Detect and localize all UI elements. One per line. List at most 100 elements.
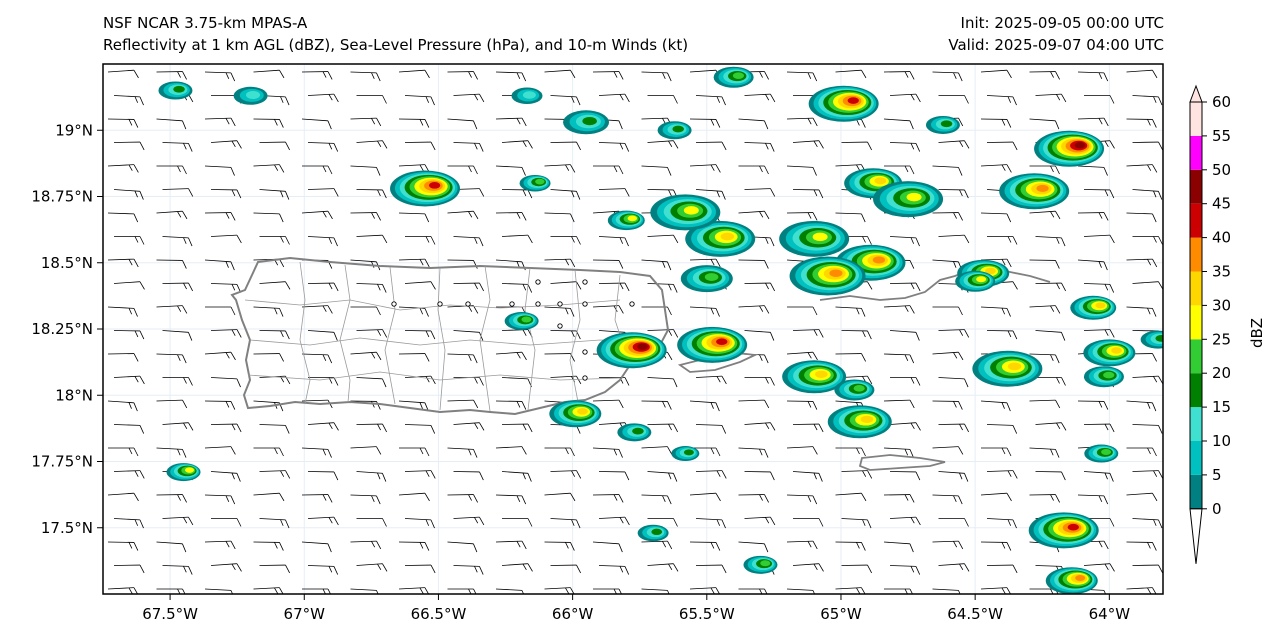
wind-barb — [744, 330, 775, 341]
wind-barb — [744, 516, 776, 526]
wind-barb — [107, 492, 139, 502]
wind-barb — [786, 540, 818, 550]
wind-barb — [1035, 471, 1066, 481]
wind-barb — [592, 447, 623, 458]
colorbar-extend-max — [1189, 84, 1203, 103]
wind-barb — [107, 69, 139, 79]
wind-barb — [356, 329, 388, 338]
storm-cell — [650, 194, 721, 231]
wind-barb — [107, 587, 139, 594]
y-tick-label: 18.75°N — [31, 188, 93, 206]
wind-barb — [453, 422, 485, 431]
wind-barb — [544, 164, 576, 173]
wind-barb — [889, 565, 921, 575]
wind-barb — [1035, 422, 1067, 431]
wind-barb — [695, 424, 727, 434]
storm-cell — [549, 400, 602, 428]
wind-barb — [447, 353, 478, 364]
storm-cell — [519, 175, 551, 192]
wind-barb — [647, 518, 678, 527]
town-marker — [557, 301, 563, 307]
wind-barb — [447, 588, 477, 594]
puerto-rico-outline — [230, 256, 670, 416]
wind-barb — [113, 564, 145, 574]
wind-barb — [259, 236, 290, 245]
colorbar-tick-label: 45 — [1212, 195, 1231, 213]
wind-barb — [932, 71, 963, 82]
wind-barb — [307, 516, 339, 526]
wind-barb — [550, 189, 581, 200]
wind-barb — [350, 71, 381, 82]
wind-barb — [689, 492, 721, 502]
wind-barb — [932, 351, 964, 361]
wind-barb — [204, 71, 236, 82]
wind-barb — [980, 587, 1012, 594]
colorbar-segment — [1190, 407, 1202, 441]
storm-cell — [1034, 130, 1105, 167]
wind-barb — [550, 281, 582, 290]
wind-barb — [1126, 541, 1157, 551]
wind-barb — [501, 234, 533, 244]
wind-barb — [356, 234, 388, 244]
wind-barb — [356, 189, 387, 199]
wind-barb — [598, 236, 629, 247]
wind-barb — [1029, 71, 1060, 80]
wind-barb — [399, 447, 430, 457]
wind-barb — [453, 236, 484, 247]
wind-barb — [350, 306, 381, 316]
wind-barb — [307, 282, 339, 292]
wind-barb — [1029, 399, 1061, 409]
wind-barb — [786, 117, 818, 127]
wind-barb — [1084, 95, 1115, 104]
wind-barb — [986, 141, 1018, 151]
wind-barb — [884, 588, 913, 594]
wind-barb — [156, 541, 187, 553]
virgin-islands-st-thomas — [819, 267, 1051, 301]
colorbar-segment — [1190, 102, 1202, 136]
x-tick-label: 65°W — [820, 605, 862, 623]
wind-barb — [744, 188, 776, 197]
wind-barb — [1126, 118, 1157, 128]
wind-barb — [404, 141, 436, 151]
wind-barb — [835, 212, 866, 223]
wind-barb — [1029, 210, 1061, 220]
wind-barb — [738, 588, 768, 594]
colorbar-label: dBZ — [1248, 318, 1266, 348]
wind-barb — [986, 564, 1018, 574]
init-time: Init: 2025-09-05 00:00 UTC — [960, 14, 1164, 32]
wind-barb — [1035, 93, 1067, 103]
town-marker — [391, 301, 397, 307]
wind-barb — [641, 259, 672, 271]
wind-barb — [447, 447, 478, 458]
wind-barb — [980, 69, 1012, 79]
wind-barb — [162, 142, 193, 152]
wind-barb — [113, 189, 144, 200]
wind-barb — [647, 471, 678, 482]
town-marker — [582, 375, 588, 381]
wind-barb — [404, 564, 436, 574]
wind-barb — [156, 118, 187, 130]
wind-barb — [114, 236, 145, 245]
wind-barb — [592, 71, 624, 80]
wind-barb — [495, 446, 527, 455]
wind-barb — [447, 165, 478, 175]
wind-barb — [938, 377, 969, 388]
wind-barb — [253, 164, 285, 173]
storm-cell — [782, 360, 847, 394]
storm-cell — [504, 312, 539, 331]
colorbar-tick-label: 30 — [1212, 296, 1231, 314]
wind-barb — [404, 330, 436, 340]
wind-barb — [550, 141, 581, 151]
wind-barb — [107, 164, 139, 173]
wind-barb — [1029, 165, 1060, 175]
wind-barb — [404, 281, 436, 290]
storm-cell — [827, 405, 892, 439]
wind-barb — [204, 212, 236, 221]
storm-cell — [873, 181, 944, 218]
wind-barb — [210, 471, 241, 482]
wind-barb — [107, 400, 138, 412]
wind-barb — [259, 564, 290, 574]
wind-barb — [641, 446, 673, 455]
colorbar-tick-label: 15 — [1212, 398, 1231, 416]
wind-barb — [350, 588, 381, 594]
